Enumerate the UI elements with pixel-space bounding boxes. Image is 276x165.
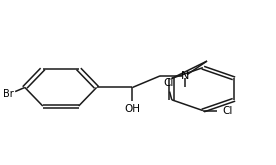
Text: OH: OH	[124, 104, 140, 114]
Text: Cl: Cl	[222, 106, 233, 116]
Text: Cl: Cl	[164, 78, 174, 88]
Text: N: N	[181, 71, 189, 81]
Text: Br: Br	[3, 89, 14, 99]
